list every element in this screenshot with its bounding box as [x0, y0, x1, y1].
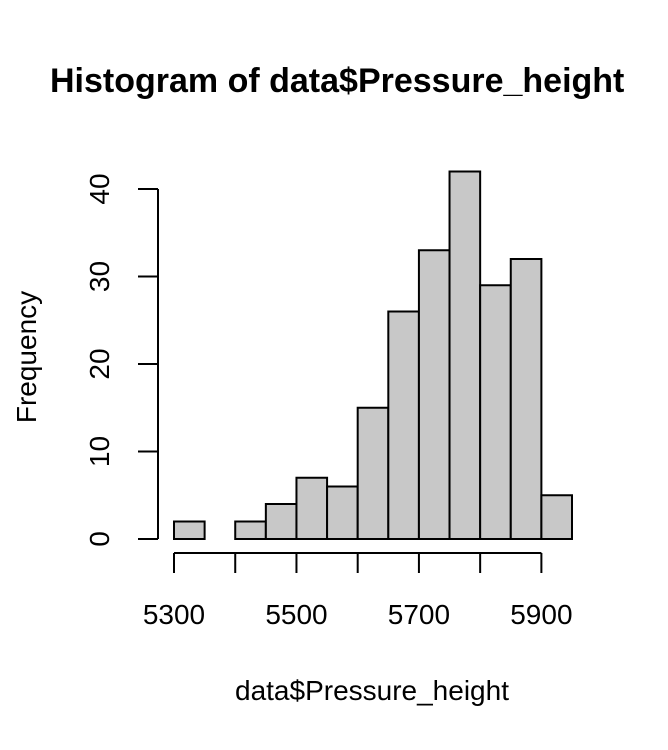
x-tick-label-5300: 5300	[143, 599, 205, 630]
histogram-bar-12	[540, 494, 574, 540]
y-tick-label-20: 20	[84, 348, 115, 379]
y-axis-label: Frequency	[11, 291, 42, 423]
histogram-bar-5	[326, 485, 359, 540]
y-tick-label-30: 30	[84, 261, 115, 292]
y-tick-label-10: 10	[84, 436, 115, 467]
histogram-bar-0	[173, 520, 206, 540]
histogram-bar-3	[264, 503, 298, 540]
bars-layer	[173, 170, 574, 540]
histogram-bar-6	[356, 406, 390, 540]
x-axis-label: data$Pressure_height	[235, 675, 509, 706]
y-tick-label-0: 0	[84, 531, 115, 547]
x-axis: 5300 5500 5700 5900	[143, 552, 573, 630]
x-tick-label-5900: 5900	[510, 599, 572, 630]
histogram-bar-10	[479, 284, 512, 540]
chart-title: Histogram of data$Pressure_height	[50, 62, 624, 100]
histogram-bar-8	[417, 249, 451, 540]
histogram-bar-7	[387, 310, 420, 540]
histogram-bar-11	[509, 258, 543, 540]
y-tick-label-40: 40	[84, 173, 115, 204]
histogram-bar-2	[234, 520, 267, 540]
x-tick-label-5500: 5500	[265, 599, 327, 630]
histogram-bar-4	[295, 476, 329, 540]
y-axis: 0 10 20 30 40	[84, 173, 159, 547]
y-axis-label-group: Frequency	[11, 291, 42, 423]
x-tick-label-5700: 5700	[388, 599, 450, 630]
histogram-bar-9	[448, 170, 482, 540]
